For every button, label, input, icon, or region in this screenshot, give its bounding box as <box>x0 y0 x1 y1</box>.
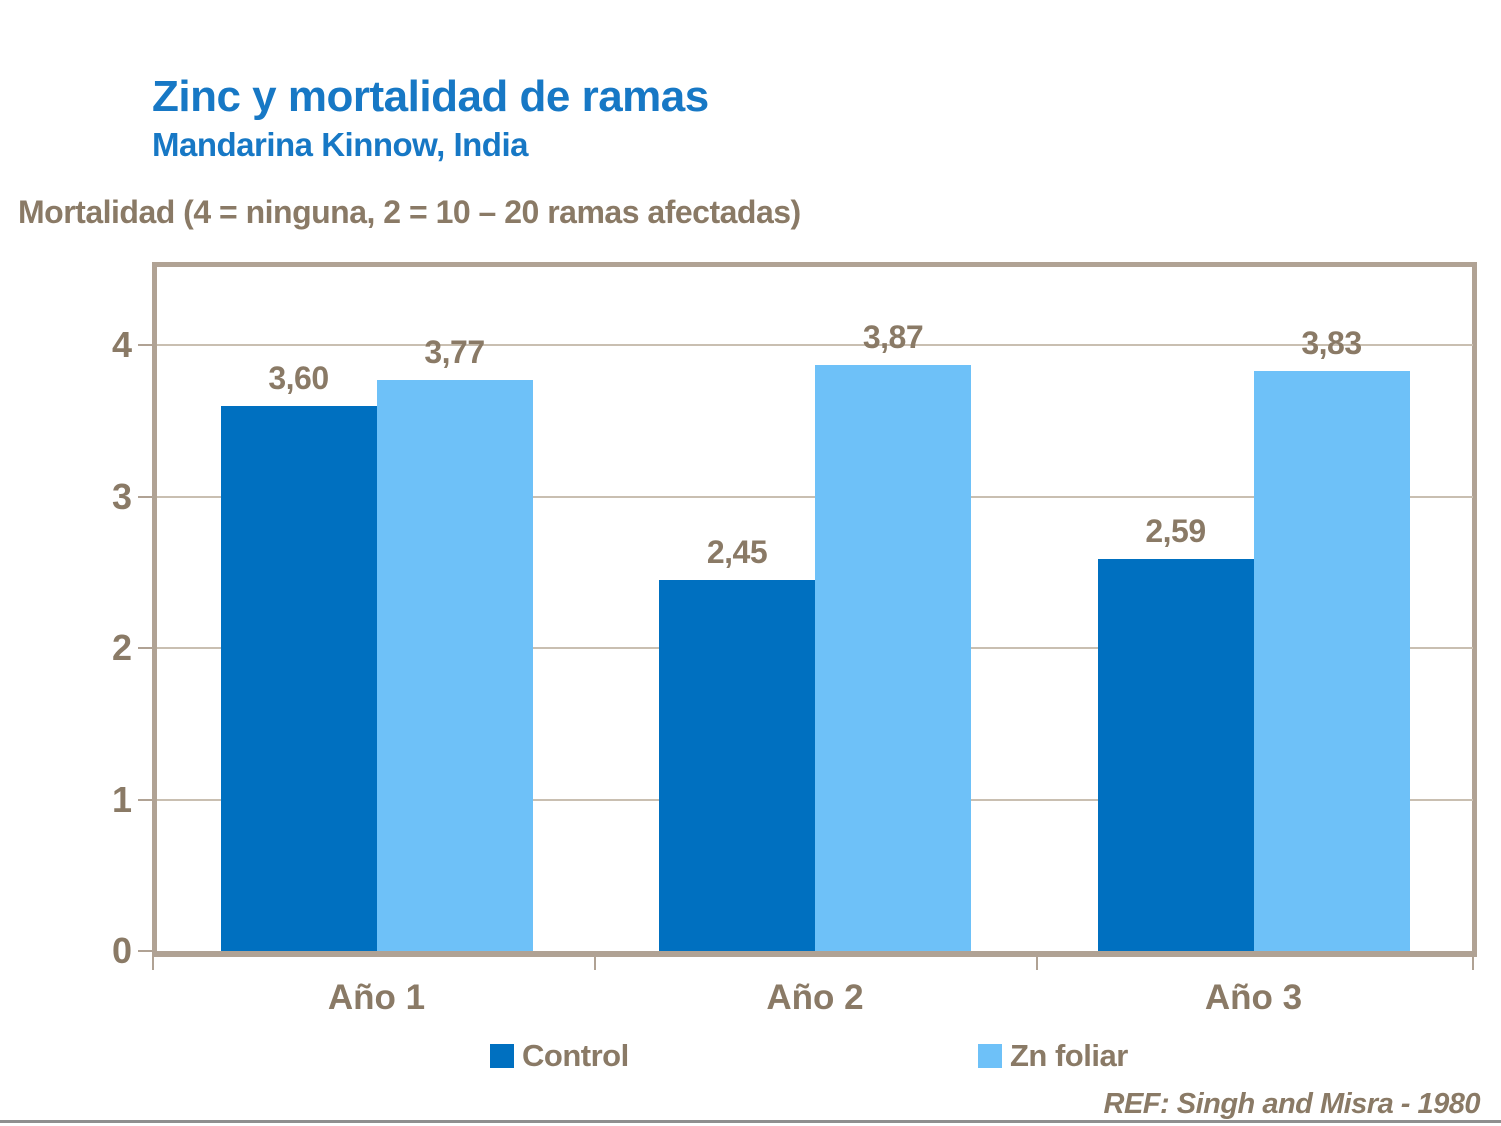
y-axis-heading: Mortalidad (4 = ninguna, 2 = 10 – 20 ram… <box>18 194 801 230</box>
legend-label-zn-foliar: Zn foliar <box>1010 1038 1128 1073</box>
x-tick-mark-3 <box>1472 957 1474 970</box>
y-tick-label-4: 4 <box>111 324 132 365</box>
y-tick-mark-3 <box>138 495 152 498</box>
bar-zn-foliar-3 <box>1253 370 1410 951</box>
bar-control-1 <box>220 405 377 951</box>
legend-swatch-zn-foliar <box>978 1044 1002 1068</box>
gridline-4 <box>157 344 1473 346</box>
plot-frame <box>152 262 1477 951</box>
legend-item-zn-foliar: Zn foliar <box>978 1038 1128 1073</box>
y-tick-label-3: 3 <box>111 475 132 517</box>
value-label-zn-foliar-2: 3,87 <box>862 318 924 355</box>
y-tick-mark-1 <box>138 798 152 801</box>
category-label-3: Año 3 <box>1204 978 1303 1017</box>
value-label-zn-foliar-3: 3,83 <box>1301 324 1362 361</box>
slide-subtitle: Mandarina Kinnow, India <box>152 126 528 163</box>
bottom-rule <box>0 1120 1501 1123</box>
x-tick-mark-2 <box>1036 957 1038 970</box>
slide-title: Zinc y mortalidad de ramas <box>152 72 709 121</box>
category-label-1: Año 1 <box>327 978 426 1017</box>
x-axis-baseline <box>152 951 1477 957</box>
legend-item-control: Control <box>490 1038 629 1073</box>
bar-control-3 <box>1097 558 1254 951</box>
reference-text: REF: Singh and Misra - 1980 <box>1103 1088 1481 1120</box>
value-label-control-2: 2,45 <box>706 533 768 570</box>
value-label-control-1: 3,60 <box>268 359 329 396</box>
value-label-control-3: 2,59 <box>1145 512 1206 549</box>
y-tick-label-1: 1 <box>111 778 132 820</box>
y-tick-mark-0 <box>138 950 152 952</box>
legend-swatch-control <box>490 1044 514 1068</box>
category-label-2: Año 2 <box>766 978 864 1017</box>
x-tick-mark-0 <box>152 957 154 970</box>
legend-label-control: Control <box>522 1038 629 1073</box>
bar-zn-foliar-2 <box>815 364 971 951</box>
bar-control-2 <box>659 579 815 951</box>
value-label-zn-foliar-1: 3,77 <box>424 333 485 370</box>
x-tick-mark-1 <box>594 957 596 970</box>
bar-zn-foliar-1 <box>376 379 533 951</box>
y-tick-label-2: 2 <box>111 627 132 668</box>
y-tick-mark-2 <box>138 647 152 649</box>
y-tick-mark-4 <box>138 344 152 346</box>
y-tick-label-0: 0 <box>111 930 132 971</box>
